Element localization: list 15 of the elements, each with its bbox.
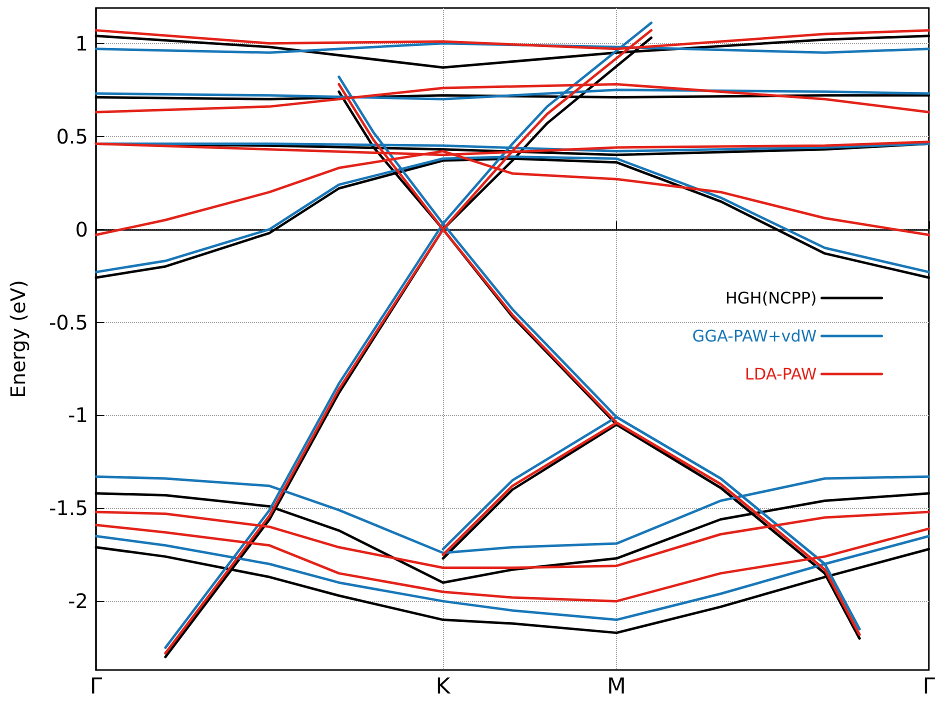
y-tick-label: -1 bbox=[68, 403, 88, 428]
legend-label: LDA-PAW bbox=[744, 364, 817, 384]
y-tick-label: 1 bbox=[75, 31, 88, 56]
legend-label: GGA-PAW+vdW bbox=[692, 326, 817, 346]
y-tick-label: -0.5 bbox=[48, 310, 88, 334]
x-tick-label: M bbox=[607, 674, 626, 700]
y-tick-label: 0.5 bbox=[56, 124, 88, 148]
y-tick-label: 0 bbox=[75, 217, 88, 242]
y-tick-label: -2 bbox=[68, 589, 88, 614]
x-tick-label: Γ bbox=[922, 674, 936, 700]
y-tick-label: -1.5 bbox=[48, 496, 88, 520]
x-tick-label: Γ bbox=[90, 674, 103, 700]
x-tick-label: K bbox=[436, 674, 451, 700]
y-axis-title: Energy (eV) bbox=[6, 280, 30, 398]
legend-label: HGH(NCPP) bbox=[725, 288, 817, 308]
